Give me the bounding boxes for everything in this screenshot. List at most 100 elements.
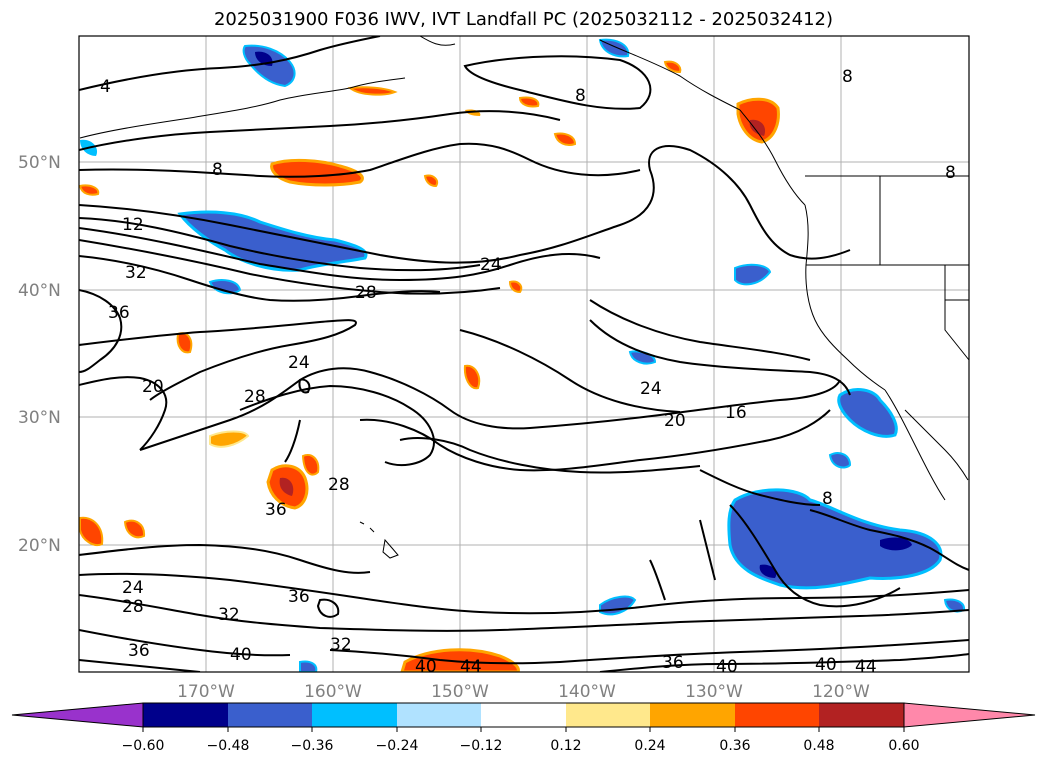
contour-label: 4 (100, 77, 111, 97)
contour-label: 20 (664, 411, 686, 431)
positive-region-central (301, 454, 320, 476)
contour-label: 36 (108, 303, 130, 323)
contour-line (79, 227, 601, 282)
positive-region-small (79, 516, 104, 546)
contour-label: 28 (328, 475, 350, 495)
colorbar-tick-label: 0.36 (719, 738, 750, 754)
colorbar-segment (650, 703, 735, 727)
lon-tick-label: 140°W (558, 682, 616, 702)
contour-label: 40 (716, 657, 738, 677)
strong-positive-patch (749, 119, 766, 136)
positive-region-small (463, 364, 481, 390)
contour-label: 36 (265, 500, 287, 520)
positive-region-gulf-alaska (270, 158, 364, 187)
colorbar-segment (566, 703, 650, 727)
coastlines (79, 36, 969, 559)
contour-label: 28 (244, 387, 266, 407)
contour-line (79, 543, 371, 574)
colorbar-segment (228, 703, 312, 727)
alaska-coast (419, 36, 741, 111)
shaded-anomaly-regions (79, 38, 966, 672)
contour-label: 8 (842, 67, 853, 87)
contour-label: 40 (415, 657, 437, 677)
colorbar-frame (142, 702, 905, 728)
contour-line (79, 110, 561, 151)
negative-region-subtropics (727, 488, 943, 590)
contour-line (589, 299, 811, 361)
colorbar-extend-low (11, 702, 144, 728)
bc-coast (739, 109, 806, 206)
strong-negative-patch (880, 537, 912, 551)
colorbar-segment (819, 703, 904, 727)
baja-coast (884, 389, 946, 501)
contour-label: 8 (945, 163, 956, 183)
contour-line (79, 319, 357, 401)
contour-label: 28 (122, 597, 144, 617)
contour-line (459, 329, 681, 413)
mexico-coast (904, 409, 969, 481)
iwv-contours (79, 36, 969, 672)
contour-line (649, 519, 716, 601)
contour-line (79, 142, 641, 178)
contour-label: 28 (355, 283, 377, 303)
longitude-labels: 170°W 160°W 150°W 140°W 130°W 120°W (177, 682, 870, 702)
colorbar-tick-label: 0.12 (550, 738, 581, 754)
plot-title: 2025031900 F036 IWV, IVT Landfall PC (20… (213, 9, 834, 30)
lat-tick-label: 20°N (18, 536, 61, 556)
contour-label: 36 (662, 653, 684, 673)
contour-line (79, 255, 441, 302)
colorbar-ticks (142, 727, 905, 732)
contour-label: 40 (230, 645, 252, 665)
lon-tick-label: 170°W (177, 682, 235, 702)
contour-line (809, 509, 969, 571)
positive-region-small (209, 430, 250, 448)
negative-region-small (734, 263, 772, 286)
contour-line (79, 653, 969, 672)
hawaii-islands (359, 521, 399, 559)
contour-line (589, 319, 851, 396)
contour-label: 24 (288, 353, 310, 373)
contour-line (284, 419, 301, 463)
colorbar-segment (481, 703, 566, 727)
colorbar-segment (735, 703, 819, 727)
contour-label: 8 (212, 160, 223, 180)
contour-label: 24 (122, 578, 144, 598)
colorbar-tick-label: −0.36 (291, 738, 334, 754)
lon-tick-label: 130°W (685, 682, 743, 702)
lon-tick-label: 120°W (812, 682, 870, 702)
lat-tick-label: 40°N (18, 281, 61, 301)
positive-region-small (347, 86, 398, 96)
contour-label: 8 (822, 489, 833, 509)
colorbar-tick-label: 0.48 (803, 738, 834, 754)
contour-line (139, 367, 841, 451)
contour-line (79, 289, 123, 373)
positive-region-small (508, 280, 523, 294)
contour-line (79, 594, 969, 632)
colorbar-tick-label: −0.24 (376, 738, 419, 754)
negative-region-small (208, 279, 242, 295)
contour-line (79, 376, 168, 451)
colorbar-tick-label: 0.24 (634, 738, 665, 754)
positive-region-small (79, 184, 100, 196)
contour-line (298, 378, 311, 394)
colorbar: −0.60 −0.48 −0.36 −0.24 −0.12 0.12 0.24 … (11, 702, 1036, 754)
contour-line (316, 598, 340, 618)
contour-label: 44 (460, 657, 482, 677)
positive-region-small (518, 96, 540, 108)
contour-label: 32 (218, 605, 240, 625)
latitude-labels: 50°N 40°N 30°N 20°N (18, 153, 61, 556)
positive-region-bc-coast (736, 97, 780, 144)
contour-label-group: 4 8 8 8 8 12 24 28 32 36 20 24 28 24 20 … (100, 67, 956, 677)
map-frame (78, 35, 970, 673)
lon-tick-label: 150°W (431, 682, 489, 702)
contour-label: 36 (128, 641, 150, 661)
contour-label: 32 (125, 263, 147, 283)
colorbar-tick-label: −0.12 (460, 738, 503, 754)
contour-label: 20 (142, 377, 164, 397)
contour-line (79, 629, 969, 665)
contour-line (359, 409, 831, 472)
negative-region-baja (837, 388, 898, 438)
contour-label: 24 (480, 255, 502, 275)
contour-line (79, 145, 851, 264)
